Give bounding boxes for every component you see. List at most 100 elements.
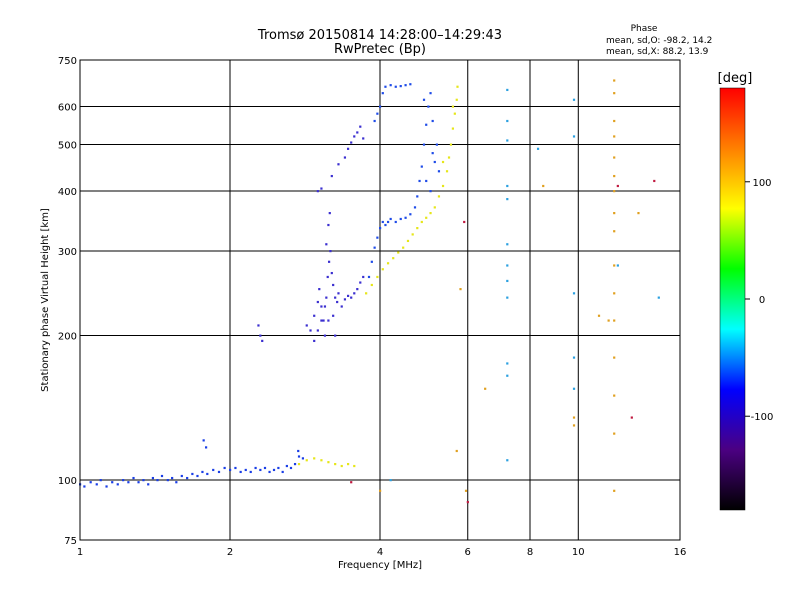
data-point	[259, 468, 262, 472]
data-point	[536, 147, 540, 150]
data-point	[463, 220, 466, 224]
data-point	[206, 472, 209, 476]
data-point	[325, 243, 328, 246]
data-point	[137, 481, 140, 484]
data-point	[389, 479, 392, 482]
data-point	[186, 476, 189, 480]
x-axis-ticks: 1 2 4 6 8 10 16	[77, 547, 687, 558]
data-point	[376, 236, 379, 239]
data-point	[326, 275, 329, 279]
data-point	[337, 163, 340, 166]
data-point	[309, 329, 312, 332]
data-point	[616, 184, 619, 188]
data-point	[389, 84, 392, 87]
data-point	[346, 294, 350, 297]
data-point	[353, 135, 356, 138]
chart-title: Tromsø 20150814 14:28:00–14:29:43	[257, 28, 502, 43]
data-point	[399, 217, 402, 221]
data-point	[441, 160, 445, 164]
data-point	[506, 139, 509, 142]
data-point	[105, 485, 108, 488]
data-point	[425, 123, 428, 126]
colorbar-tick-label: -100	[751, 412, 774, 423]
data-point	[616, 264, 619, 267]
data-point	[373, 119, 376, 123]
data-point	[630, 416, 633, 419]
data-point	[466, 500, 469, 504]
data-point	[343, 298, 347, 301]
data-point	[166, 479, 169, 482]
data-point	[613, 230, 616, 233]
data-point	[353, 292, 356, 295]
data-point	[196, 474, 199, 478]
data-point	[653, 179, 656, 183]
data-point	[229, 468, 232, 472]
data-point	[350, 141, 353, 144]
data-point	[451, 127, 455, 130]
data-point	[122, 479, 125, 482]
data-point	[437, 170, 441, 173]
data-point	[191, 472, 194, 476]
grid-lines	[80, 60, 680, 540]
data-point	[613, 156, 616, 159]
data-point	[384, 223, 387, 227]
data-point	[336, 300, 339, 304]
y-tick-label: 400	[58, 187, 77, 198]
data-point	[425, 179, 428, 183]
data-point	[318, 288, 321, 291]
data-point	[381, 220, 384, 224]
data-point	[379, 105, 382, 108]
chart-subtitle: RwPretec (Bp)	[334, 42, 426, 57]
data-point	[376, 112, 379, 115]
data-point	[506, 279, 509, 283]
data-point	[313, 339, 316, 343]
data-point	[449, 143, 453, 146]
data-point	[613, 190, 616, 193]
data-point	[455, 98, 458, 101]
data-point	[334, 296, 337, 299]
data-point	[316, 329, 319, 332]
data-point	[132, 476, 135, 480]
data-point	[83, 485, 86, 488]
y-tick-label: 500	[58, 141, 77, 152]
data-point	[506, 459, 509, 462]
data-point	[327, 461, 330, 464]
data-point	[404, 84, 407, 87]
data-point	[175, 481, 178, 484]
data-point	[202, 439, 205, 442]
data-point	[373, 246, 376, 249]
data-point	[456, 85, 459, 88]
data-point	[572, 98, 576, 101]
data-point	[334, 334, 337, 337]
data-point	[613, 79, 616, 82]
phase-box-title: Phase	[631, 24, 658, 34]
data-point	[201, 470, 204, 474]
data-point	[433, 206, 436, 209]
data-point	[392, 257, 395, 260]
data-point	[613, 432, 616, 435]
phase-box-line-o: mean, sd,O: -98.2, 14.2	[606, 36, 712, 46]
data-point	[285, 464, 288, 468]
data-point	[384, 85, 387, 88]
data-point	[268, 470, 271, 474]
data-point	[327, 260, 331, 263]
data-point	[244, 468, 247, 472]
data-point	[402, 246, 405, 249]
data-point	[506, 184, 509, 188]
data-point	[356, 131, 359, 134]
data-point	[425, 216, 428, 219]
y-axis-ticks: 75 100 200 300 400 500 600 750	[58, 56, 77, 547]
data-point	[89, 481, 92, 484]
data-point	[367, 275, 371, 279]
data-point	[320, 459, 323, 462]
data-point	[613, 119, 616, 123]
data-point	[404, 216, 407, 219]
data-point	[359, 281, 362, 284]
data-point	[327, 223, 330, 227]
data-point	[506, 243, 509, 246]
data-point	[343, 156, 347, 159]
data-point	[389, 217, 392, 221]
data-point	[337, 292, 340, 295]
data-point	[431, 119, 434, 123]
data-point	[613, 292, 616, 295]
